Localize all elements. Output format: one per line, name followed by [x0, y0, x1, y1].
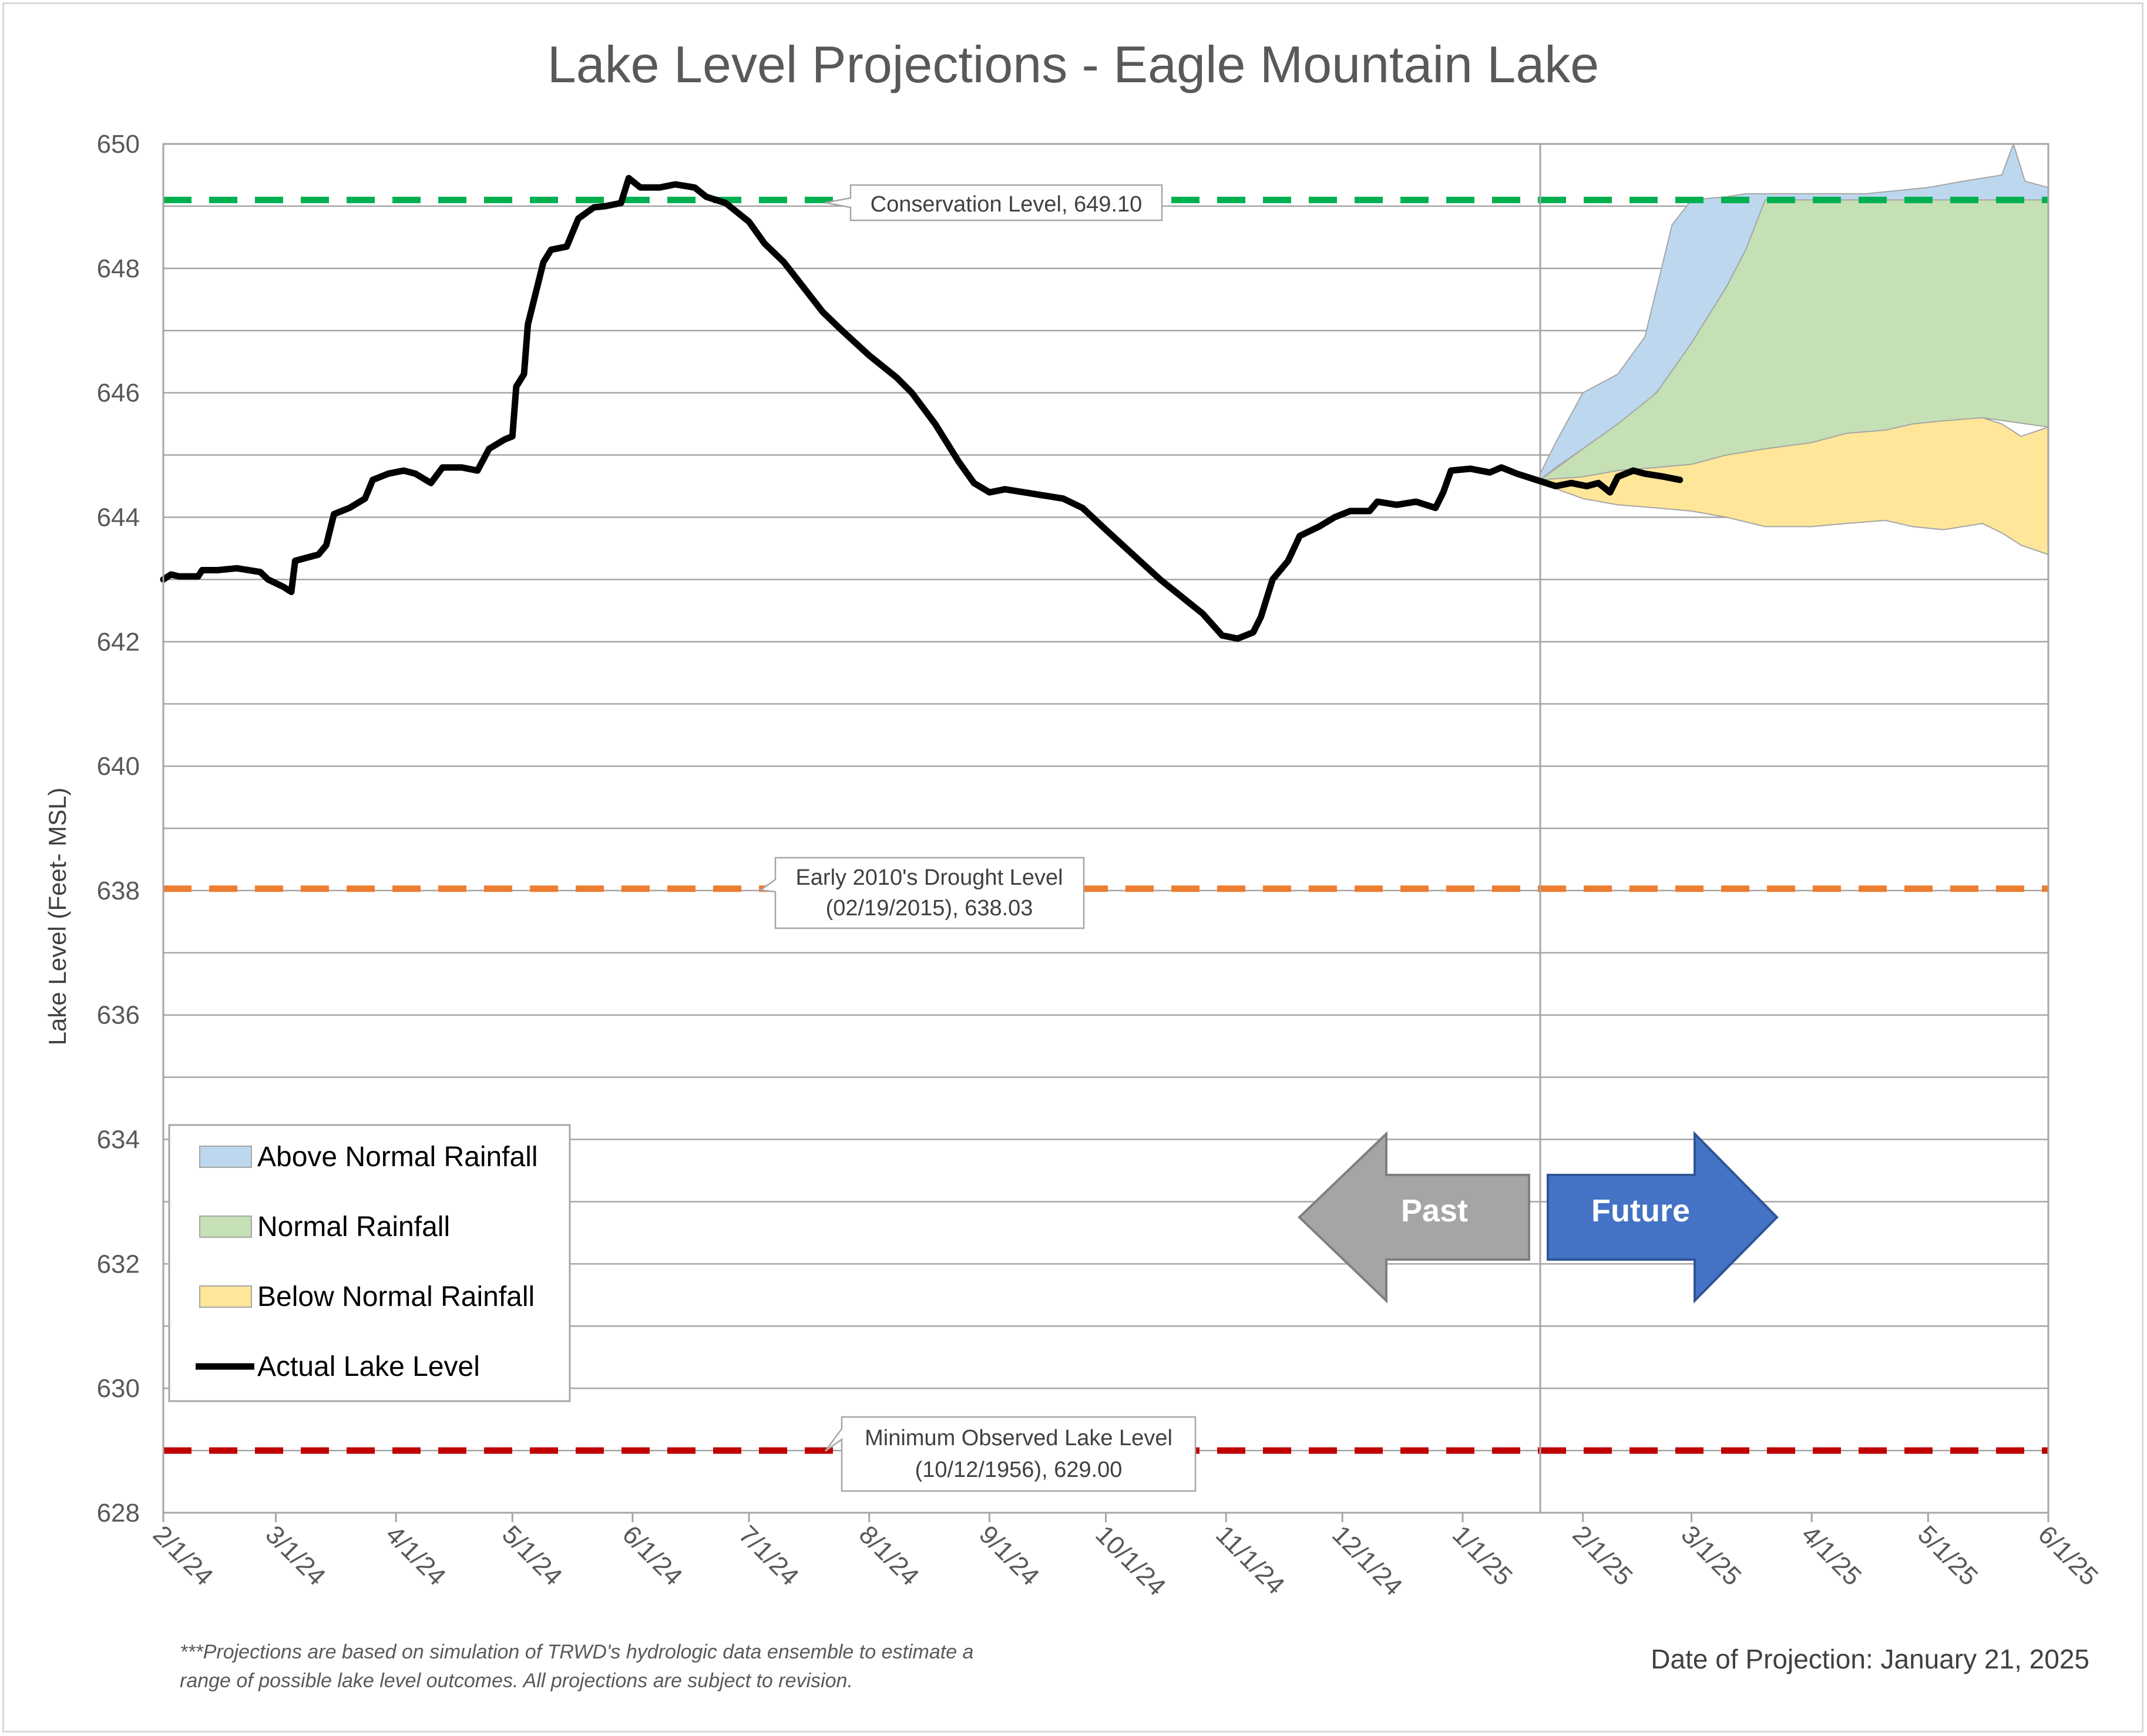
footnote-line2: range of possible lake level outcomes. A… [180, 1670, 853, 1692]
drought-label-line1: Early 2010's Drought Level [795, 865, 1063, 890]
x-tick-labels: 2/1/24 3/1/24 4/1/24 5/1/24 6/1/24 7/1/24 8/1/… [147, 1513, 2104, 1601]
chart-title: Lake Level Projections - Eagle Mountain … [547, 35, 1599, 93]
past-arrow-label: Past [1401, 1193, 1468, 1228]
legend-label-above-normal: Above Normal Rainfall [257, 1141, 538, 1173]
actual-level-line [160, 174, 1684, 642]
legend-label-normal: Normal Rainfall [257, 1211, 450, 1243]
y-tick-label: 636 [97, 1001, 140, 1030]
x-tick-label: 3/1/25 [1675, 1520, 1746, 1591]
future-arrow: Future [1547, 1131, 1779, 1304]
legend-swatch-below-normal [199, 1285, 252, 1308]
y-tick-label: 648 [97, 254, 140, 283]
y-tick-label: 632 [97, 1250, 140, 1278]
y-axis-label: Lake Level (Feet- MSL) [43, 788, 71, 1046]
future-arrow-label: Future [1591, 1193, 1690, 1228]
minimum-label-line2: (10/12/1956), 629.00 [915, 1458, 1123, 1482]
y-tick-label: 640 [97, 752, 140, 781]
y-tick-label: 634 [97, 1126, 140, 1154]
minimum-callout: Minimum Observed Lake Level (10/12/1956)… [824, 1416, 1197, 1492]
y-tick-label: 646 [97, 379, 140, 408]
y-tick-label: 628 [97, 1499, 140, 1527]
projection-date-label: Date of Projection: January 21, 2025 [1651, 1644, 2089, 1674]
past-arrow: Past [1298, 1131, 1530, 1304]
footnote-line1: ***Projections are based on simulation o… [180, 1641, 973, 1663]
x-tick-label: 1/1/25 [1447, 1520, 1518, 1591]
x-tick-label: 4/1/24 [380, 1520, 451, 1591]
plot-area-border [162, 143, 2049, 1514]
legend-box [168, 1124, 571, 1402]
x-tick-label: 6/1/24 [617, 1520, 688, 1591]
y-tick-label: 630 [97, 1374, 140, 1403]
x-tick-label: 11/1/24 [1210, 1520, 1290, 1600]
y-tick-label: 650 [97, 130, 140, 159]
x-tick-label: 8/1/24 [854, 1520, 925, 1591]
x-tick-label: 5/1/24 [496, 1520, 567, 1591]
minimum-label-line1: Minimum Observed Lake Level [865, 1426, 1172, 1450]
legend-label-below-normal: Below Normal Rainfall [257, 1281, 535, 1312]
drought-callout: Early 2010's Drought Level (02/19/2015),… [758, 857, 1085, 929]
x-tick-label: 9/1/24 [973, 1520, 1044, 1591]
y-tick-label: 642 [97, 627, 140, 656]
actual-level-series [160, 174, 1684, 642]
x-tick-label: 3/1/24 [260, 1520, 331, 1591]
y-tick-labels: 628 630 632 634 636 638 640 642 644 646 648 650 [97, 130, 140, 1527]
x-tick-label: 2/1/25 [1567, 1520, 1638, 1591]
legend-swatch-normal [199, 1215, 252, 1238]
legend: Above Normal Rainfall Normal Rainfall Be… [168, 1124, 571, 1402]
x-tick-label: 6/1/25 [2032, 1520, 2104, 1591]
x-tick-label: 2/1/24 [147, 1520, 219, 1591]
projection-bands [1538, 142, 2049, 556]
x-tick-label: 10/1/24 [1090, 1520, 1171, 1601]
x-tick-label: 5/1/25 [1912, 1520, 1983, 1591]
drought-label-line2: (02/19/2015), 638.03 [826, 896, 1033, 921]
x-tick-label: 7/1/24 [733, 1520, 804, 1591]
conservation-label: Conservation Level, 649.10 [871, 192, 1143, 217]
y-tick-label: 638 [97, 877, 140, 905]
legend-label-actual: Actual Lake Level [257, 1351, 480, 1382]
x-tick-label: 12/1/24 [1326, 1520, 1407, 1601]
legend-swatch-above-normal [199, 1146, 252, 1168]
conservation-callout: Conservation Level, 649.10 [825, 184, 1163, 221]
x-tick-label: 4/1/25 [1796, 1520, 1867, 1591]
y-tick-label: 644 [97, 503, 140, 532]
